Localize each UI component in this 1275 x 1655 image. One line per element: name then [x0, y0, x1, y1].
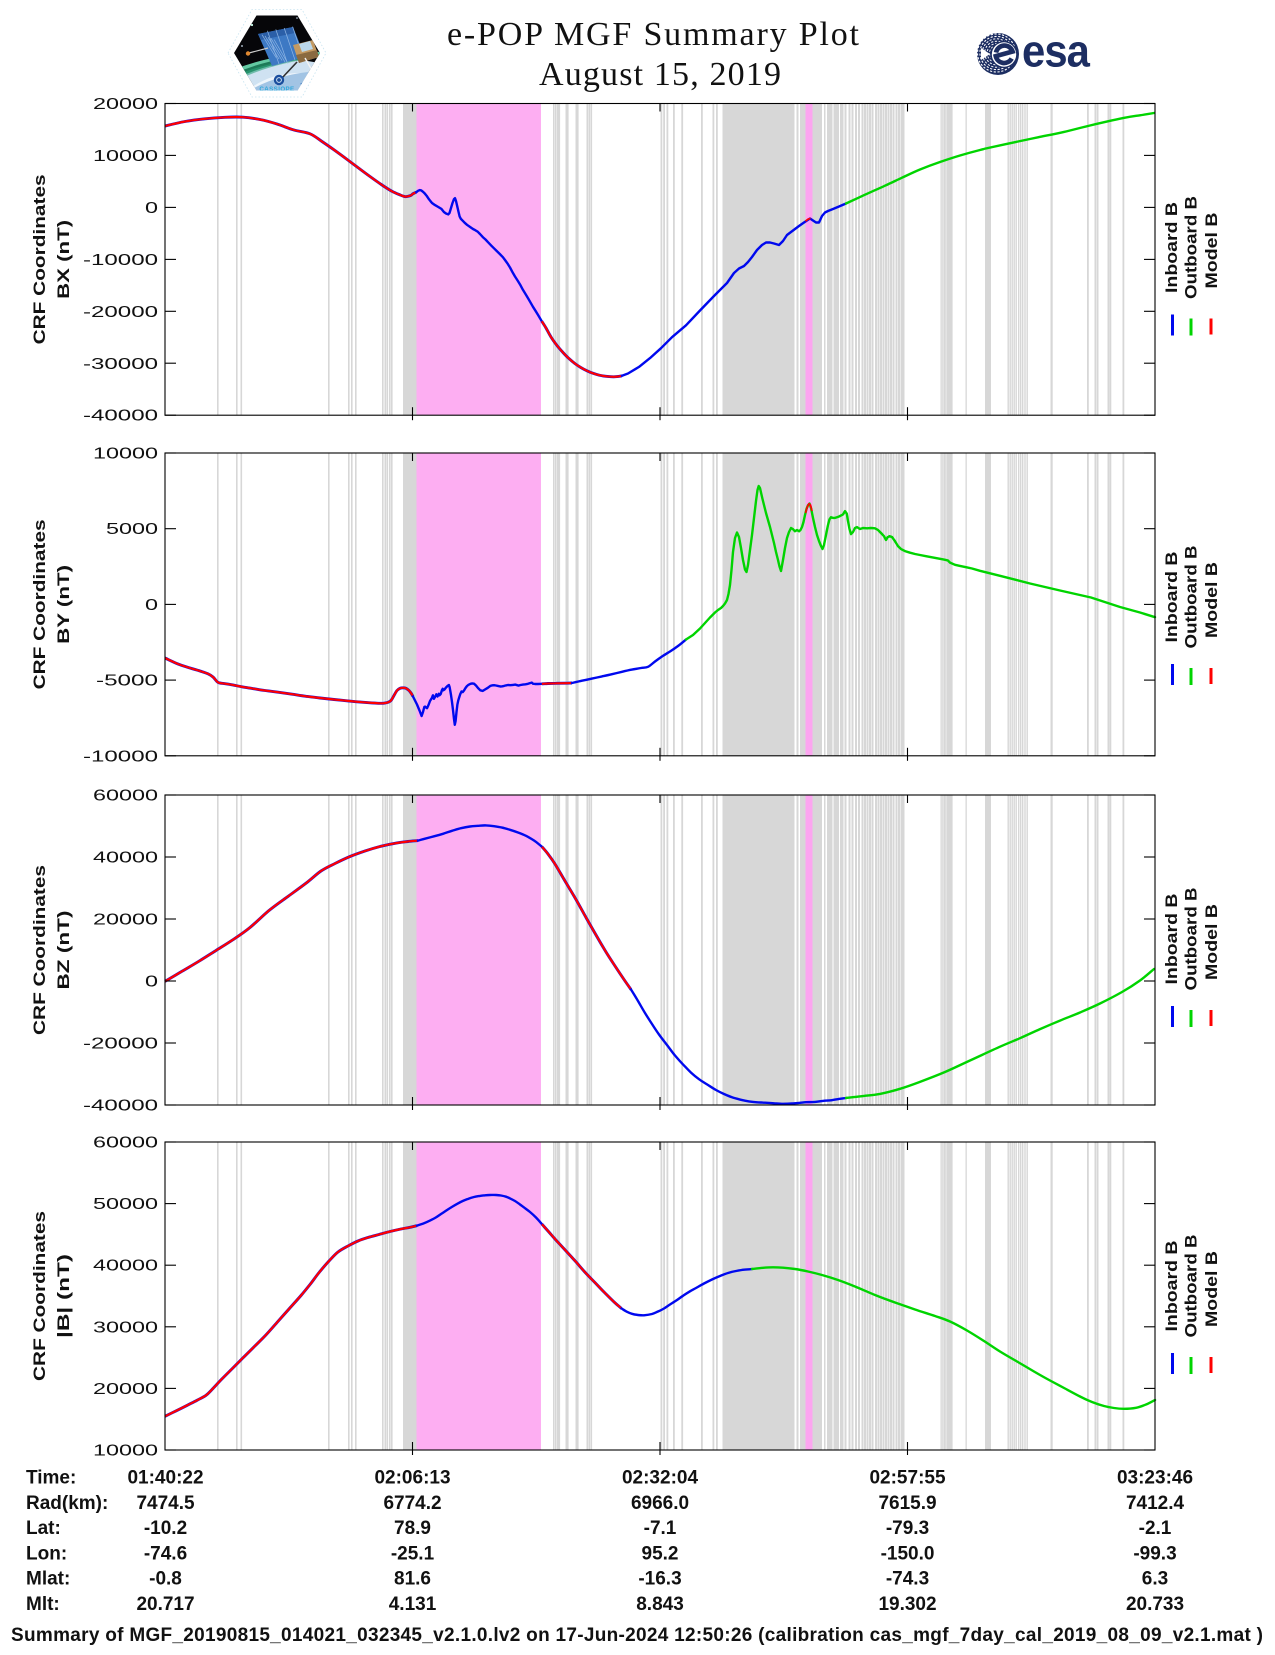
svg-text:Rad(km):: Rad(km):	[26, 1493, 108, 1514]
svg-text:20000: 20000	[93, 912, 159, 929]
svg-text:20.733: 20.733	[1126, 1594, 1184, 1615]
svg-text:81.6: 81.6	[394, 1569, 431, 1590]
svg-text:7412.4: 7412.4	[1126, 1493, 1185, 1514]
svg-text:Outboard B: Outboard B	[1183, 1234, 1201, 1337]
svg-text:20.717: 20.717	[136, 1594, 194, 1615]
svg-text:BX (nT): BX (nT)	[54, 220, 73, 299]
svg-text:-7.1: -7.1	[644, 1518, 677, 1539]
svg-text:Model B: Model B	[1203, 562, 1221, 638]
svg-text:-74.6: -74.6	[144, 1543, 187, 1564]
svg-text:60000: 60000	[93, 788, 159, 805]
svg-text:6774.2: 6774.2	[383, 1493, 441, 1514]
svg-text:-5000: -5000	[96, 673, 159, 690]
svg-text:Time:: Time:	[26, 1468, 76, 1489]
svg-text:-20000: -20000	[83, 304, 159, 321]
svg-text:0: 0	[145, 974, 159, 991]
svg-text:02:32:04: 02:32:04	[622, 1468, 698, 1489]
svg-text:Model B: Model B	[1203, 1251, 1221, 1327]
svg-text:-30000: -30000	[83, 356, 159, 373]
svg-text:95.2: 95.2	[642, 1543, 679, 1564]
svg-text:Outboard B: Outboard B	[1183, 196, 1201, 299]
svg-text:10000: 10000	[93, 148, 159, 165]
svg-text:esa: esa	[1022, 26, 1091, 77]
svg-text:10000: 10000	[93, 1443, 159, 1460]
svg-text:20000: 20000	[93, 1381, 159, 1398]
svg-text:Model B: Model B	[1203, 904, 1221, 980]
svg-text:40000: 40000	[93, 850, 159, 867]
svg-text:CRF Coordinates: CRF Coordinates	[30, 174, 49, 344]
svg-text:-74.3: -74.3	[886, 1569, 929, 1590]
svg-text:August 15, 2019: August 15, 2019	[539, 56, 781, 93]
svg-text:5000: 5000	[106, 521, 159, 538]
svg-text:30000: 30000	[93, 1319, 159, 1336]
svg-text:0: 0	[145, 597, 159, 614]
svg-text:-10.2: -10.2	[144, 1518, 187, 1539]
svg-text:Outboard B: Outboard B	[1183, 545, 1201, 648]
svg-text:78.9: 78.9	[394, 1518, 431, 1539]
svg-text:Mlat:: Mlat:	[26, 1569, 70, 1590]
svg-text:7474.5: 7474.5	[136, 1493, 195, 1514]
svg-text:Model B: Model B	[1203, 212, 1221, 288]
svg-text:e-POP MGF Summary Plot: e-POP MGF Summary Plot	[447, 16, 860, 53]
svg-text:Lat:: Lat:	[26, 1518, 61, 1539]
svg-text:-150.0: -150.0	[881, 1543, 935, 1564]
svg-text:|B| (nT): |B| (nT)	[54, 1254, 73, 1338]
svg-text:Lon:: Lon:	[26, 1543, 67, 1564]
svg-text:8.843: 8.843	[636, 1594, 684, 1615]
svg-text:40000: 40000	[93, 1258, 159, 1275]
svg-text:50000: 50000	[93, 1196, 159, 1213]
svg-text:-25.1: -25.1	[391, 1543, 435, 1564]
svg-text:-10000: -10000	[83, 748, 159, 765]
svg-text:CRF Coordinates: CRF Coordinates	[30, 1211, 49, 1381]
svg-text:Inboard B: Inboard B	[1163, 202, 1181, 293]
svg-text:BZ (nT): BZ (nT)	[54, 911, 73, 990]
svg-text:-99.3: -99.3	[1133, 1543, 1176, 1564]
svg-text:6.3: 6.3	[1142, 1569, 1168, 1590]
svg-text:-20000: -20000	[83, 1036, 159, 1053]
svg-text:6966.0: 6966.0	[631, 1493, 689, 1514]
svg-text:Inboard B: Inboard B	[1163, 551, 1181, 642]
svg-text:Outboard B: Outboard B	[1183, 887, 1201, 990]
svg-text:60000: 60000	[93, 1135, 159, 1152]
svg-text:02:06:13: 02:06:13	[374, 1468, 450, 1489]
svg-text:-10000: -10000	[83, 252, 159, 269]
svg-text:CRF Coordinates: CRF Coordinates	[30, 519, 49, 689]
svg-text:-40000: -40000	[83, 408, 159, 425]
svg-text:Inboard B: Inboard B	[1163, 893, 1181, 984]
svg-text:CASSIOPE: CASSIOPE	[259, 86, 294, 93]
svg-text:02:57:55: 02:57:55	[869, 1468, 945, 1489]
svg-text:4.131: 4.131	[389, 1594, 437, 1615]
svg-text:10000: 10000	[93, 446, 159, 463]
svg-text:20000: 20000	[93, 96, 159, 113]
svg-text:Inboard B: Inboard B	[1163, 1240, 1181, 1331]
svg-text:CRF Coordinates: CRF Coordinates	[30, 865, 49, 1035]
svg-text:01:40:22: 01:40:22	[127, 1468, 203, 1489]
svg-text:19.302: 19.302	[878, 1594, 936, 1615]
svg-text:-2.1: -2.1	[1139, 1518, 1172, 1539]
svg-text:0: 0	[145, 200, 159, 217]
svg-text:Summary of MGF_20190815_014021: Summary of MGF_20190815_014021_032345_v2…	[11, 1625, 1263, 1646]
svg-text:Mlt:: Mlt:	[26, 1594, 60, 1615]
svg-text:7615.9: 7615.9	[878, 1493, 936, 1514]
svg-text:03:23:46: 03:23:46	[1117, 1468, 1193, 1489]
svg-text:BY (nT): BY (nT)	[54, 565, 73, 644]
svg-text:-79.3: -79.3	[886, 1518, 929, 1539]
svg-text:-40000: -40000	[83, 1098, 159, 1115]
svg-text:-16.3: -16.3	[638, 1569, 681, 1590]
svg-text:-0.8: -0.8	[149, 1569, 182, 1590]
